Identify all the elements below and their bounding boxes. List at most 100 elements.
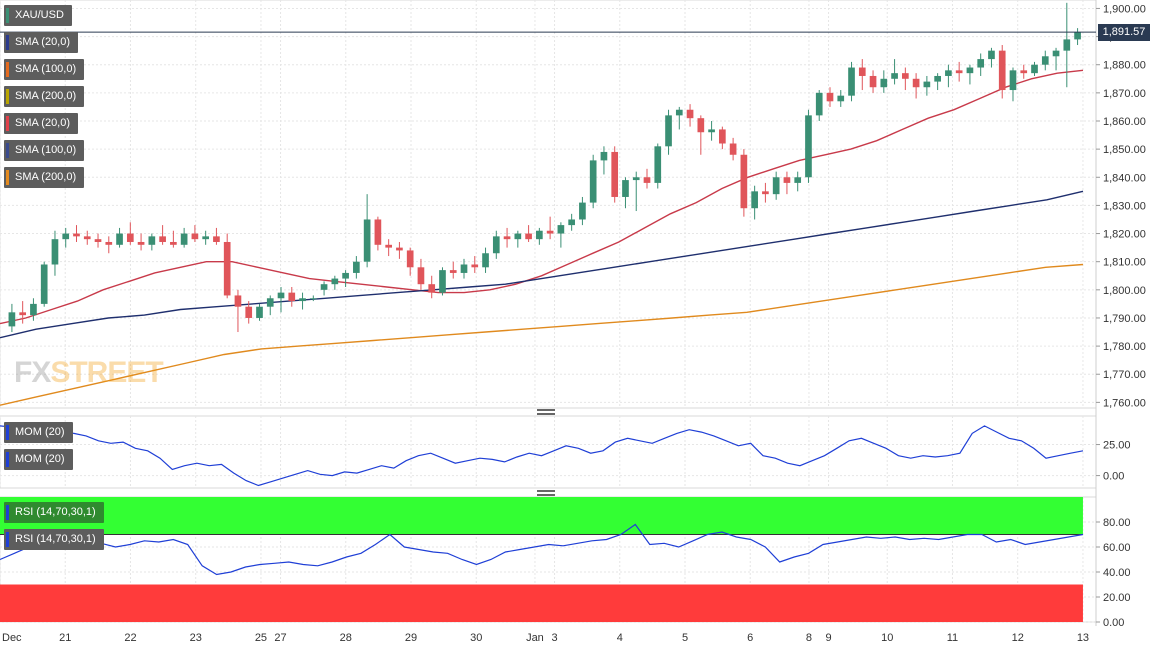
- candle-body: [815, 92, 823, 116]
- legend-label: RSI (14,70,30,1): [15, 506, 96, 518]
- main-y-tick-label: 1,900.00: [1103, 3, 1146, 15]
- pane-resize-handle: [537, 494, 555, 496]
- x-tick-label: 11: [947, 632, 958, 644]
- candle-body: [697, 118, 705, 133]
- candle-body: [977, 59, 985, 68]
- candle-body: [632, 177, 640, 181]
- x-tick-label: 22: [124, 632, 136, 644]
- main-y-tick-label: 1,790.00: [1103, 313, 1146, 325]
- candle-body: [428, 284, 436, 293]
- pane-resize-handle: [537, 490, 555, 492]
- candle-body: [396, 247, 403, 251]
- candle-body: [1031, 64, 1038, 74]
- candle-body: [880, 78, 888, 88]
- candle-body: [622, 180, 629, 197]
- x-tick-label: 9: [825, 632, 831, 644]
- logo-street: STREET: [50, 356, 163, 389]
- sma-line-0: [0, 69, 1084, 325]
- x-tick-label: 25: [255, 632, 267, 644]
- rsi-y-tick-label: 20.00: [1103, 592, 1131, 604]
- x-tick-label: 3: [551, 632, 557, 644]
- candle-body: [353, 261, 360, 273]
- candle-body: [1009, 70, 1017, 91]
- candle-body: [213, 236, 220, 242]
- legend-label: SMA (200,0): [15, 171, 77, 183]
- candle-body: [137, 241, 145, 245]
- candle-body: [891, 73, 898, 79]
- candle-body: [299, 298, 306, 302]
- swatch-icon: [6, 425, 9, 440]
- main-y-tick-label: 1,820.00: [1103, 229, 1146, 241]
- legend-label: SMA (100,0): [15, 144, 77, 156]
- candle-body: [8, 312, 16, 327]
- candle-body: [912, 78, 920, 88]
- candle-body: [902, 73, 909, 79]
- candle-body: [966, 67, 974, 74]
- swatch-icon: [6, 170, 9, 185]
- x-tick-label: 6: [747, 632, 753, 644]
- candle-body: [536, 230, 543, 240]
- candle-body: [277, 292, 285, 299]
- legend-sma-100[interactable]: SMA (100,0): [4, 59, 85, 80]
- legend-sma-20[interactable]: SMA (20,0): [4, 32, 79, 53]
- candle-body: [256, 306, 263, 318]
- candle-body: [202, 236, 210, 240]
- pane-resize-handle: [537, 409, 555, 411]
- x-tick-label: 5: [682, 632, 688, 644]
- legend-sma-100-b[interactable]: SMA (100,0): [4, 140, 85, 161]
- candle-body: [643, 177, 651, 183]
- swatch-icon: [6, 116, 9, 131]
- x-tick-label: 21: [59, 632, 71, 644]
- rsi-line: [0, 523, 1084, 576]
- symbol-legend[interactable]: XAU/USD: [4, 5, 72, 26]
- candle-body: [686, 109, 694, 119]
- candle-body: [848, 67, 855, 96]
- candle-body: [740, 154, 748, 209]
- candle-body: [719, 129, 726, 144]
- candle-body: [1020, 70, 1028, 74]
- candle-body: [1052, 50, 1060, 57]
- mom-pane-bg: [0, 415, 1097, 489]
- legend-sma-20-b[interactable]: SMA (20,0): [4, 113, 79, 134]
- legend-sma-200-b[interactable]: SMA (200,0): [4, 167, 85, 188]
- axis-area-bg: [1096, 0, 1166, 650]
- candle-body: [148, 236, 156, 245]
- candle-body: [654, 146, 662, 183]
- x-tick-label: 28: [340, 632, 352, 644]
- main-y-tick-label: 1,850.00: [1103, 144, 1146, 156]
- candle-body: [482, 253, 489, 268]
- x-tick-label: 23: [190, 632, 202, 644]
- main-y-tick-label: 1,760.00: [1103, 397, 1146, 409]
- candle-body: [19, 312, 27, 316]
- legend-label: SMA (200,0): [15, 90, 77, 102]
- candle-body: [675, 109, 683, 116]
- candle-body: [320, 284, 328, 290]
- swatch-icon: [6, 532, 9, 547]
- main-y-tick-label: 1,780.00: [1103, 341, 1146, 353]
- candle-body: [234, 295, 242, 307]
- candle-body: [762, 191, 769, 195]
- candle-body: [116, 233, 123, 245]
- legend-sma-200[interactable]: SMA (200,0): [4, 86, 85, 107]
- legend-label: MOM (20): [15, 426, 65, 438]
- candle-body: [579, 202, 586, 220]
- swatch-icon: [6, 505, 9, 520]
- x-tick-label: 29: [405, 632, 417, 644]
- main-y-tick-label: 1,860.00: [1103, 116, 1146, 128]
- candle-body: [439, 270, 446, 293]
- candle-body: [998, 50, 1006, 91]
- x-tick-label: 10: [881, 632, 893, 644]
- legend-mom-b[interactable]: MOM (20): [4, 449, 73, 470]
- legend-rsi[interactable]: RSI (14,70,30,1): [4, 502, 104, 523]
- candle-body: [492, 236, 500, 254]
- candle-body: [40, 264, 48, 304]
- legend-mom[interactable]: MOM (20): [4, 422, 73, 443]
- candle-body: [805, 115, 812, 178]
- legend-rsi-b[interactable]: RSI (14,70,30,1): [4, 529, 104, 550]
- swatch-icon: [6, 452, 9, 467]
- candle-body: [611, 151, 619, 197]
- swatch-icon: [6, 143, 9, 158]
- candle-body: [557, 225, 565, 234]
